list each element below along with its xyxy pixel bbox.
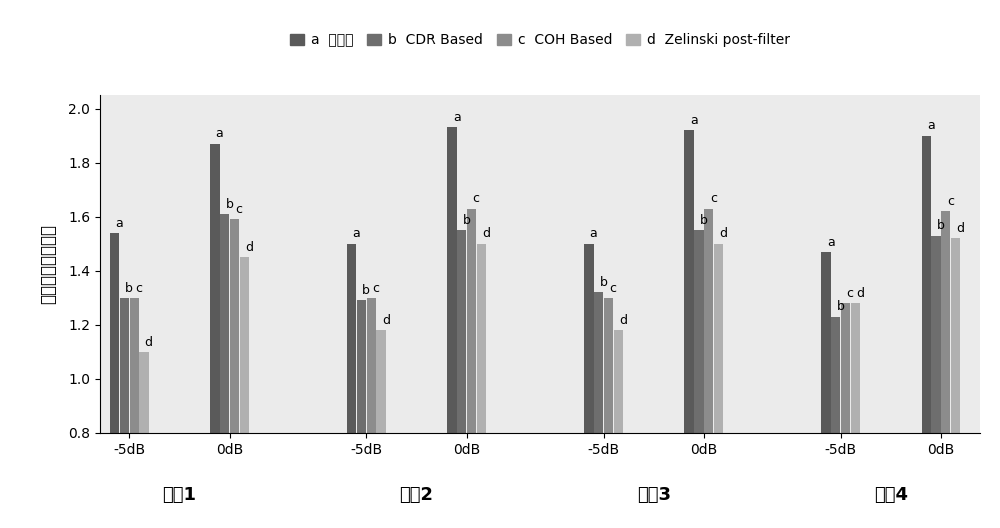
Text: b: b <box>463 214 470 227</box>
Bar <box>614 330 623 433</box>
Bar <box>130 298 139 433</box>
Text: c: c <box>473 192 480 205</box>
Bar <box>951 238 960 433</box>
Text: a: a <box>453 111 461 124</box>
Text: d: d <box>145 336 153 348</box>
Text: d: d <box>382 314 390 327</box>
Text: a: a <box>353 228 360 240</box>
Bar <box>210 144 220 433</box>
Bar <box>941 211 950 433</box>
Bar <box>467 209 476 433</box>
Bar <box>120 298 129 433</box>
Bar <box>376 330 386 433</box>
Text: c: c <box>373 281 380 295</box>
Text: b: b <box>937 219 945 232</box>
Text: 场景1: 场景1 <box>162 486 196 504</box>
Text: d: d <box>619 314 627 327</box>
Text: 场景3: 场景3 <box>637 486 671 504</box>
Text: c: c <box>135 281 142 295</box>
Text: c: c <box>710 192 717 205</box>
Bar <box>922 136 931 433</box>
Text: b: b <box>125 281 133 295</box>
Text: a: a <box>216 127 223 140</box>
Text: 场景4: 场景4 <box>874 486 908 504</box>
Bar <box>584 244 594 433</box>
Text: b: b <box>225 198 233 211</box>
Bar <box>110 233 119 433</box>
Text: c: c <box>947 195 954 208</box>
Text: b: b <box>362 284 370 297</box>
Text: d: d <box>245 241 253 254</box>
Bar <box>367 298 376 433</box>
Text: a: a <box>690 114 698 127</box>
Text: b: b <box>837 300 844 314</box>
Text: c: c <box>847 287 854 300</box>
Bar <box>684 130 694 433</box>
Bar <box>931 235 941 433</box>
Text: d: d <box>482 228 490 240</box>
Bar <box>220 214 229 433</box>
Bar <box>139 352 149 433</box>
Text: c: c <box>236 203 243 216</box>
Text: a: a <box>115 216 123 230</box>
Text: c: c <box>610 281 617 295</box>
Text: 场景2: 场景2 <box>400 486 434 504</box>
Bar <box>604 298 613 433</box>
Bar <box>821 252 831 433</box>
Text: d: d <box>956 222 964 235</box>
Bar <box>347 244 356 433</box>
Bar <box>851 303 860 433</box>
Bar <box>714 244 723 433</box>
Text: a: a <box>590 228 597 240</box>
Bar <box>240 257 249 433</box>
Y-axis label: 感知语音质量得分: 感知语音质量得分 <box>39 224 57 304</box>
Legend: a  本发明, b  CDR Based, c  COH Based, d  Zelinski post-filter: a 本发明, b CDR Based, c COH Based, d Zelin… <box>285 27 795 53</box>
Text: a: a <box>827 235 835 249</box>
Text: d: d <box>719 228 727 240</box>
Bar <box>694 230 704 433</box>
Bar <box>230 220 239 433</box>
Bar <box>457 230 466 433</box>
Text: b: b <box>700 214 708 227</box>
Bar <box>594 293 603 433</box>
Text: a: a <box>927 119 935 133</box>
Text: b: b <box>599 276 607 289</box>
Bar <box>357 300 366 433</box>
Bar <box>447 127 457 433</box>
Bar <box>831 317 840 433</box>
Bar <box>704 209 713 433</box>
Text: d: d <box>856 287 864 300</box>
Bar <box>841 303 850 433</box>
Bar <box>477 244 486 433</box>
